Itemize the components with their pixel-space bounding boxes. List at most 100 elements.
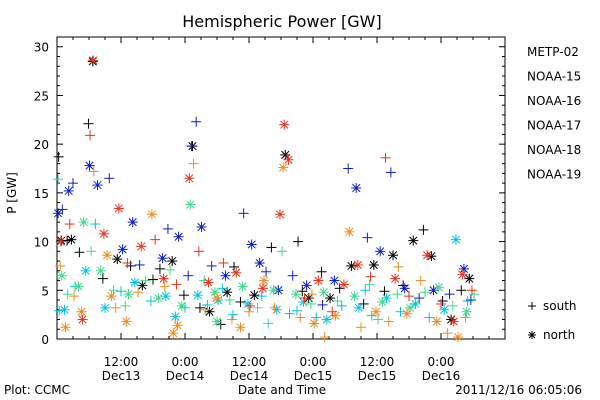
data-point-south [319,332,330,343]
data-point-north [88,55,99,66]
data-point-south [385,167,396,178]
star-stroke [212,293,222,303]
star-stroke [221,271,230,280]
star-stroke [204,278,213,287]
star-stroke [79,217,88,227]
data-point-north [390,273,401,284]
data-point-south [116,286,126,297]
data-point-north [73,281,84,292]
star-stroke [78,315,87,324]
star-stroke [409,236,418,245]
star-stroke [325,293,335,303]
data-point-north [170,311,181,322]
legend-entry-noaa-18: NOAA-18 [527,143,581,157]
star-stroke [458,270,467,279]
series-noaa-17 [53,174,480,329]
star-stroke [57,271,66,280]
data-point-south [140,275,151,286]
data-point-south [206,260,217,271]
star-stroke [528,331,536,339]
data-point-south [200,304,211,315]
data-point-north [204,306,215,317]
data-point-south [188,158,199,169]
data-point-south [334,283,345,294]
data-point-north [176,300,187,311]
data-point-north [428,285,439,296]
data-point-north [330,310,341,321]
data-point-north [231,267,242,278]
data-point-south [287,270,298,281]
data-point-north [450,234,461,245]
star-stroke [269,286,278,295]
data-point-north [254,258,265,269]
data-point-south [224,295,235,306]
star-stroke [81,266,90,275]
star-stroke [352,183,361,193]
data-point-north [399,283,410,294]
x-axis-label: Date and Time [238,383,326,397]
data-point-south [383,316,394,327]
data-point-south [120,300,131,311]
star-stroke [339,280,349,289]
data-point-south [299,293,310,304]
star-stroke [353,260,362,270]
data-point-north [279,119,290,130]
x-tick-label-time: 12:00 [360,355,395,369]
legend: METP-02 NOAA-15 NOAA-16 NOAA-17 NOAA-18 NOAA-… [527,45,581,342]
x-tick-label-time: 0:00 [300,355,327,369]
data-point-south [178,290,189,301]
data-point-south [316,266,327,277]
star-stroke [434,283,443,292]
x-tick-label-time: 12:00 [104,355,139,369]
data-point-north [92,180,103,191]
data-point-south [447,300,458,311]
data-point-south [456,285,467,296]
data-point-north [422,250,433,261]
star-stroke [177,301,186,310]
star-stroke [423,251,432,260]
data-point-north [235,322,246,333]
data-point-north [271,304,282,315]
star-stroke [279,163,288,172]
data-point-north [102,250,113,261]
data-point-north [158,273,169,284]
star-stroke [284,155,293,164]
star-stroke [255,258,264,268]
data-point-north [129,277,140,288]
y-tick-label: 0 [41,333,49,347]
star-stroke [405,303,415,312]
data-point-north [453,332,464,343]
series-noaa-15 [53,116,476,310]
data-point-south [284,308,295,319]
star-stroke [388,251,398,260]
star-stroke [280,120,289,129]
star-stroke [60,305,69,314]
data-point-south [104,173,115,184]
data-point-south [317,299,328,310]
data-point-south [245,300,256,311]
data-point-south [69,291,80,302]
star-stroke [168,256,177,266]
data-point-south [55,260,66,271]
data-point-south [420,287,430,298]
data-point-north [408,235,419,246]
data-point-north [80,265,91,276]
data-point-south [366,310,377,321]
star-stroke [56,237,65,246]
data-point-south [343,163,354,174]
data-point-north [66,234,77,245]
star-stroke [322,315,331,324]
star-stroke [432,317,441,326]
data-point-south [64,219,75,230]
data-point-north [375,246,386,257]
marker-key-south: south [528,299,577,313]
data-point-north [321,314,332,325]
data-point-north [370,306,381,317]
y-tick-label: 15 [34,187,49,201]
data-point-south [62,289,73,300]
star-stroke [247,240,256,249]
data-point-south [244,306,254,317]
data-point-south [392,289,403,300]
data-point-north [56,270,67,281]
star-stroke [330,276,339,285]
